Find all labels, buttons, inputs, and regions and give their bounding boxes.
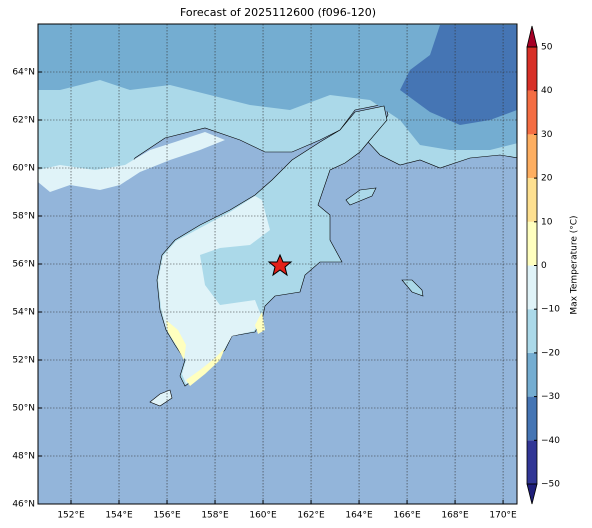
axes: 152°E 154°E 156°E 158°E 160°E 162°E 164°E 166°E… [12, 68, 517, 521]
north-coast-strip [38, 132, 225, 192]
y-tick-label: 50°N [12, 404, 35, 414]
colorbar-tick-label: 30 [541, 130, 553, 140]
colorbar-extend-low [526, 483, 538, 505]
y-tick-label: 58°N [12, 212, 35, 222]
colorbar-tick-label: −30 [541, 392, 560, 402]
bering-island [401, 279, 424, 297]
graticule [38, 24, 517, 504]
colorbar-tick-label: 20 [541, 174, 553, 184]
x-tick-label: 166°E [393, 511, 421, 521]
y-tick-label: 54°N [12, 308, 35, 318]
x-tick-label: 158°E [201, 511, 229, 521]
x-tick-label: 152°E [57, 511, 85, 521]
y-tick-label: 60°N [12, 164, 35, 174]
south-coast-warm [186, 348, 225, 386]
colorbar-segment [527, 396, 537, 441]
colorbar-segment [527, 352, 537, 397]
west-coast-warm [166, 320, 186, 360]
x-tick-label: 162°E [297, 511, 325, 521]
colorbar-tick-label: −10 [541, 305, 560, 315]
north-coldest [400, 25, 517, 125]
colorbar: −50 −40 −30 −20 −10 0 10 20 30 40 50 [526, 25, 560, 505]
colorbar-tick-label: 0 [541, 261, 547, 271]
title: Forecast of 2025112600 (f096-120) [180, 6, 376, 19]
colorbar-segment [527, 178, 537, 222]
colorbar-tick-label: −20 [541, 348, 560, 358]
x-tick-label: 154°E [105, 511, 133, 521]
y-tick-label: 62°N [12, 116, 35, 126]
north-cold [38, 24, 517, 150]
colorbar-segment [527, 221, 537, 266]
kamchatka-warm [158, 196, 270, 384]
colorbar-tick-label: 50 [541, 43, 553, 53]
colorbar-segment [527, 265, 537, 310]
colorbar-segment [527, 440, 537, 484]
colorbar-tick-label: 40 [541, 86, 553, 96]
east-coast-warm [255, 312, 265, 334]
paramushir-island [149, 389, 173, 407]
y-tick-label: 64°N [12, 68, 35, 78]
y-tick-label: 46°N [12, 500, 35, 510]
colorbar-tick-label: −40 [541, 436, 560, 446]
colorbar-segment [527, 309, 537, 353]
colorbar-segment [527, 90, 537, 135]
colorbar-tick-label: 10 [541, 217, 553, 227]
y-tick-label: 48°N [12, 452, 35, 462]
x-tick-label: 170°E [489, 511, 517, 521]
colorbar-label: Max Temperature (°C) [570, 215, 580, 314]
karaginsky-island [345, 187, 377, 206]
x-tick-label: 160°E [249, 511, 277, 521]
y-tick-label: 56°N [12, 260, 35, 270]
x-tick-label: 156°E [153, 511, 181, 521]
colorbar-tick-label: −50 [541, 480, 560, 490]
x-tick-label: 168°E [441, 511, 469, 521]
x-tick-label: 164°E [345, 511, 373, 521]
colorbar-segment [527, 47, 537, 91]
colorbar-extend-high [526, 25, 538, 48]
y-tick-label: 52°N [12, 356, 35, 366]
colorbar-segment [527, 134, 537, 179]
location-marker [267, 253, 293, 277]
map-area [38, 24, 517, 504]
